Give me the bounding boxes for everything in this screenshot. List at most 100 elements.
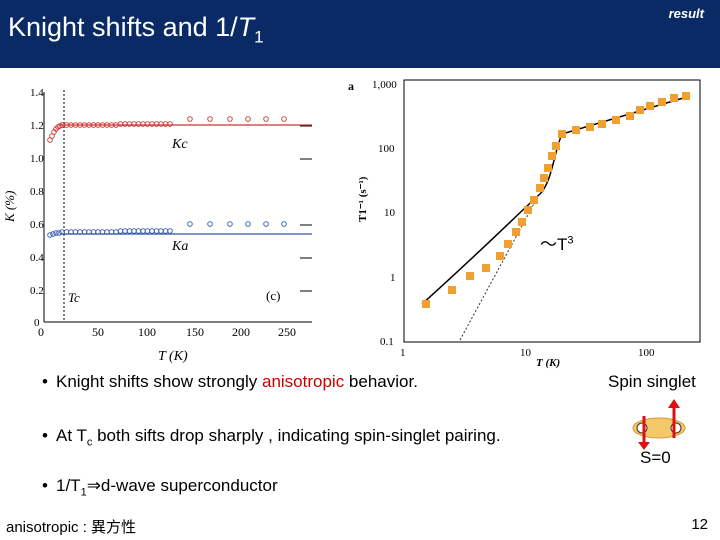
right-plot-xlabel: T (K): [536, 357, 560, 369]
data-point: [586, 123, 594, 131]
ytick-label: 1: [390, 272, 396, 284]
ka-data-points: [47, 221, 287, 238]
data-point: [544, 164, 552, 172]
bullet-3-text-end: ⇒d-wave superconductor: [86, 476, 278, 495]
t3-annotation-text: ～T: [540, 235, 568, 254]
t3-annotation-sup: 3: [567, 234, 574, 247]
ka-label: Ka: [171, 239, 188, 254]
xtick-label: 0: [38, 325, 44, 339]
data-point: [187, 116, 193, 122]
data-point: [187, 221, 193, 227]
slide-title: Knight shifts and 1/T1: [8, 12, 264, 47]
page-number: 12: [691, 516, 708, 533]
data-point: [207, 116, 213, 122]
bullet-1-highlight: anisotropic: [261, 372, 345, 391]
data-point: [658, 98, 666, 106]
data-point: [122, 228, 128, 234]
ytick-label: 0.2: [30, 285, 44, 297]
data-point: [448, 286, 456, 294]
xtick-label: 10: [520, 347, 532, 359]
data-point: [131, 228, 137, 234]
data-point: [281, 221, 287, 227]
spin-up-arrowhead: [668, 399, 680, 408]
data-point: [552, 142, 560, 150]
ytick-label: 0.4: [30, 252, 44, 264]
right-plot-frame: [403, 79, 701, 343]
bullet-3-text: 1/T: [56, 476, 81, 495]
data-point: [53, 230, 59, 236]
spin-singlet-label: Spin singlet: [608, 372, 696, 391]
data-point: [682, 92, 690, 100]
data-point: [518, 218, 526, 226]
ytick-label: 0: [34, 317, 40, 329]
ytick-label: 1.2: [30, 120, 44, 132]
data-point: [167, 121, 173, 127]
data-point: [140, 228, 146, 234]
data-point: [558, 130, 566, 138]
data-point: [646, 102, 654, 110]
data-point: [117, 228, 124, 234]
title-italic-t: T: [237, 12, 255, 42]
left-plot-xlabel: T (K): [158, 349, 188, 364]
ytick-label: 0.6: [30, 219, 44, 231]
data-point: [530, 196, 538, 204]
knight-shift-plot: 1.4 1.2 1.0 0.8 0.6 0.4 0.2 0 0 50 100 1…: [2, 87, 312, 364]
left-plot-ylabel: K (%): [2, 191, 17, 223]
data-point: [245, 221, 251, 227]
right-plot-ylabel: T1⁻¹ (s⁻¹): [357, 176, 369, 222]
data-point: [512, 228, 520, 236]
title-bar: Knight shifts and 1/T1 result: [0, 0, 720, 68]
ytick-label: 1.0: [30, 153, 44, 165]
data-point: [47, 232, 53, 238]
ytick-label: 1.4: [30, 87, 44, 99]
data-point: [636, 106, 644, 114]
xtick-label: 100: [138, 325, 156, 339]
data-point: [524, 206, 532, 214]
data-point: [612, 116, 620, 124]
data-point: [626, 112, 634, 120]
xtick-label: 250: [278, 325, 296, 339]
data-point: [482, 264, 490, 272]
data-point: [598, 120, 606, 128]
bullet-3-subscript: 1: [80, 486, 87, 499]
t3-annotation: ～T3: [540, 230, 574, 255]
data-point: [422, 300, 430, 308]
data-point: [158, 228, 164, 234]
tc-label: Tc: [68, 290, 80, 305]
relaxation-rate-plot: a 1,000 100 10 1 0.1 1 10 100 T1⁻¹ (s⁻¹)…: [348, 79, 701, 369]
pair-ellipse: [632, 417, 686, 439]
left-panel-label: (c): [266, 288, 280, 303]
spin-singlet-diagram: [632, 399, 686, 450]
data-point: [50, 231, 56, 237]
data-point: [466, 272, 474, 280]
data-point: [162, 228, 169, 234]
bullet-2-text: At T: [56, 426, 87, 445]
fit-curve: [421, 95, 691, 305]
bullet-1: • Knight shifts show strongly anisotropic…: [42, 372, 418, 392]
bullet-2-text-end: both sifts drop sharply , indicating spi…: [92, 426, 501, 445]
data-point: [144, 228, 151, 234]
xtick-label: 100: [638, 347, 655, 359]
bullet-1-text: Knight shifts show strongly: [56, 372, 262, 391]
data-point: [126, 228, 133, 234]
bullet-dot: •: [42, 476, 48, 495]
t1-data-points: [422, 92, 690, 308]
data-point: [149, 228, 155, 234]
data-point: [207, 221, 213, 227]
xtick-label: 200: [232, 325, 250, 339]
title-text: Knight shifts and 1/: [8, 12, 238, 42]
data-point: [504, 240, 512, 248]
kc-label: Kc: [171, 137, 188, 152]
data-point: [263, 116, 269, 122]
xtick-label: 150: [186, 325, 204, 339]
kc-data-points: [47, 116, 287, 143]
data-point: [572, 126, 580, 134]
right-panel-label: a: [348, 79, 354, 93]
data-point: [227, 221, 233, 227]
ytick-label: 10: [384, 207, 396, 219]
data-point: [227, 116, 233, 122]
xtick-label: 50: [92, 325, 104, 339]
bullet-2-subscript: c: [86, 436, 93, 449]
data-point: [548, 152, 556, 160]
spin-zero-label: S=0: [640, 448, 671, 467]
